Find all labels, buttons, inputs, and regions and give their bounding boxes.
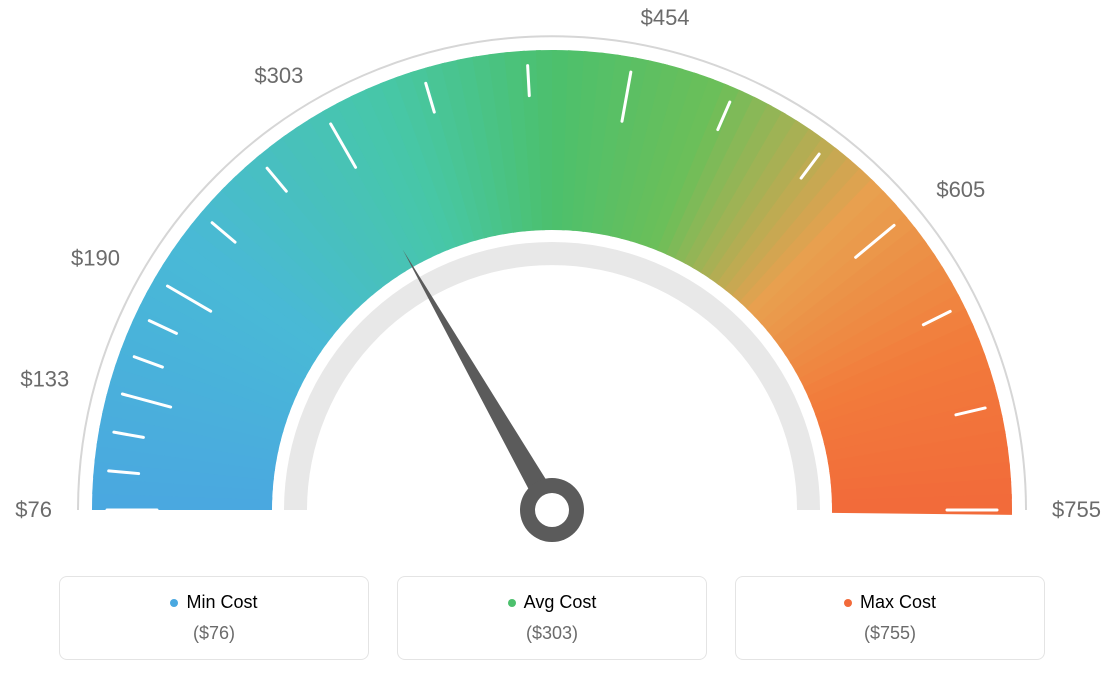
- gauge-tick-label: $190: [71, 245, 120, 270]
- gauge-hub-hole: [535, 493, 569, 527]
- gauge-color-arc: [92, 50, 1012, 515]
- legend-value-avg: ($303): [526, 623, 578, 644]
- gauge-tick-label: $303: [254, 63, 303, 88]
- legend-dot-max: [844, 599, 852, 607]
- legend-title-avg: Avg Cost: [508, 592, 597, 613]
- legend-card-min: Min Cost ($76): [59, 576, 369, 660]
- legend-row: Min Cost ($76) Avg Cost ($303) Max Cost …: [0, 576, 1104, 660]
- gauge-container: $76 $133 $190 $303 $454 $605 $755: [0, 0, 1104, 560]
- legend-title-avg-label: Avg Cost: [524, 592, 597, 613]
- legend-title-max-label: Max Cost: [860, 592, 936, 613]
- legend-value-min: ($76): [193, 623, 235, 644]
- gauge-tick-label: $454: [641, 5, 690, 30]
- legend-title-min: Min Cost: [170, 592, 257, 613]
- legend-card-avg: Avg Cost ($303): [397, 576, 707, 660]
- gauge-tick-label: $755: [1052, 497, 1101, 522]
- legend-title-max: Max Cost: [844, 592, 936, 613]
- legend-card-max: Max Cost ($755): [735, 576, 1045, 660]
- gauge-chart: $76 $133 $190 $303 $454 $605 $755: [0, 0, 1104, 560]
- gauge-needle: [403, 250, 562, 516]
- gauge-tick-label: $605: [936, 177, 985, 202]
- legend-dot-min: [170, 599, 178, 607]
- legend-value-max: ($755): [864, 623, 916, 644]
- legend-dot-avg: [508, 599, 516, 607]
- legend-title-min-label: Min Cost: [186, 592, 257, 613]
- gauge-tick-label: $76: [15, 497, 52, 522]
- gauge-tick-label: $133: [20, 367, 69, 392]
